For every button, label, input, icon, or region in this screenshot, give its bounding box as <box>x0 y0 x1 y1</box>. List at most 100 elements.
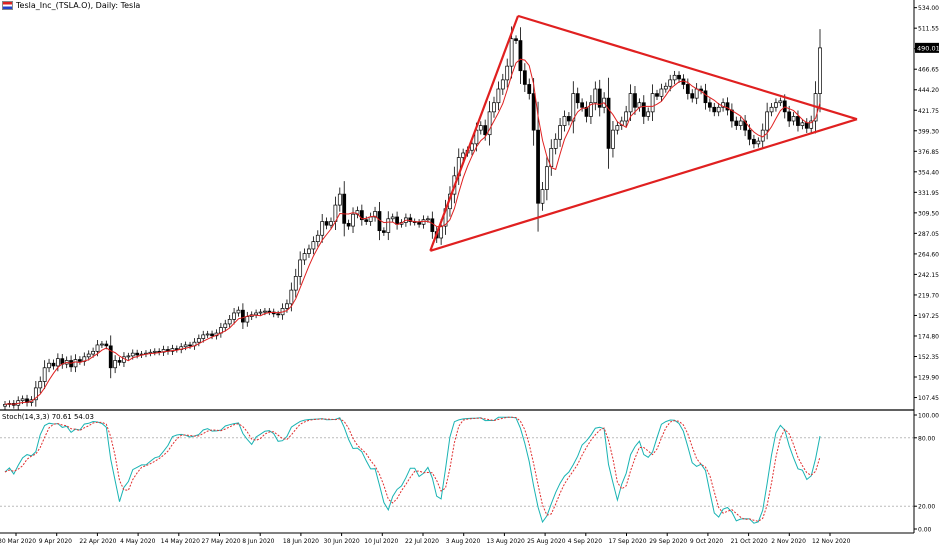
candle <box>329 217 333 230</box>
candle-body <box>311 241 316 250</box>
candle-body <box>263 310 267 313</box>
candle-body <box>42 367 47 382</box>
candle-body <box>196 338 201 343</box>
candle <box>408 213 413 226</box>
y-tick-label: 219.70 <box>918 292 939 299</box>
y-tick-label: 197.25 <box>918 313 939 320</box>
candle <box>606 77 611 169</box>
candle <box>47 358 51 373</box>
candle <box>677 71 681 83</box>
x-tick-label: 22 Apr 2020 <box>79 538 116 545</box>
candle-body <box>307 248 311 254</box>
candle-body <box>324 221 329 226</box>
candle <box>241 303 245 329</box>
candle <box>192 338 197 350</box>
candle <box>522 63 527 92</box>
candle-body <box>514 38 518 41</box>
candle-body <box>78 359 82 362</box>
candle <box>540 182 545 211</box>
x-tick-label: 14 May 2020 <box>161 538 200 545</box>
candle <box>183 341 188 351</box>
candle <box>527 78 532 100</box>
candle-body <box>540 189 545 204</box>
candle <box>730 103 734 128</box>
candle-body <box>606 97 611 149</box>
candle <box>650 84 655 121</box>
stoch-tick-label: 100.00 <box>918 413 939 420</box>
candle-body <box>100 343 104 346</box>
candle-body <box>663 85 668 90</box>
candle <box>575 87 580 109</box>
chart-header: Tesla_Inc_(TSLA.O), Daily: Tesla <box>2 1 140 10</box>
candle-body <box>668 79 673 87</box>
candle-body <box>769 106 774 113</box>
candle-body <box>509 38 514 67</box>
x-tick-label: 22 Jul 2020 <box>405 538 439 545</box>
candle-body <box>558 125 562 140</box>
candle <box>351 207 355 234</box>
y-tick-label: 129.90 <box>918 375 939 382</box>
candle-body <box>254 312 258 316</box>
candle <box>500 73 505 95</box>
candle-body <box>685 84 690 94</box>
candle-body <box>633 93 637 108</box>
candle <box>703 83 708 110</box>
candle-body <box>562 116 567 126</box>
candle-body <box>201 334 206 339</box>
candle <box>655 89 659 101</box>
candle <box>170 344 175 356</box>
candle-body <box>672 74 677 81</box>
usa-flag-icon <box>2 1 13 10</box>
candle <box>787 105 792 127</box>
y-tick-label: 354.40 <box>918 169 939 176</box>
candle <box>205 330 210 338</box>
candle <box>549 139 554 176</box>
candle <box>324 217 329 230</box>
y-tick-label: 242.15 <box>918 272 939 279</box>
candle <box>738 116 743 130</box>
candle-body <box>756 140 761 145</box>
candle <box>430 211 435 239</box>
candle <box>381 227 386 236</box>
candle <box>672 70 677 85</box>
candle-body <box>787 111 792 122</box>
y-tick-label: 376.85 <box>918 149 939 156</box>
candle-body <box>470 143 474 151</box>
y-tick-label: 107.45 <box>918 395 939 402</box>
candle <box>725 97 730 116</box>
triangle-lower-line <box>430 118 858 252</box>
candle <box>33 380 38 407</box>
candle <box>791 112 796 126</box>
current-price-label: 490.01 <box>917 44 940 52</box>
candle-body <box>55 358 60 367</box>
candle-body <box>712 106 717 113</box>
candle-body <box>241 309 245 323</box>
candle <box>390 213 395 223</box>
candle-body <box>522 70 527 85</box>
candle-body <box>359 210 364 221</box>
candle <box>659 83 664 102</box>
candle-body <box>584 106 589 117</box>
candle-body <box>346 223 351 227</box>
y-tick-label: 466.65 <box>918 67 939 74</box>
candle-body <box>611 129 615 149</box>
candle <box>804 118 809 133</box>
candle <box>298 251 303 285</box>
candle <box>646 107 651 121</box>
candle <box>796 110 800 132</box>
stoch-tick-label: 0.00 <box>918 527 932 534</box>
candle-body <box>593 88 598 104</box>
symmetrical-triangle <box>429 14 858 252</box>
candle-body <box>293 276 298 291</box>
candle <box>78 356 82 365</box>
candle-body <box>86 353 91 358</box>
candle-body <box>95 344 100 352</box>
candle-body <box>487 111 492 136</box>
candle <box>201 330 206 343</box>
candle <box>86 350 91 361</box>
candle <box>254 309 258 319</box>
candle-body <box>778 100 783 104</box>
candle <box>589 95 593 124</box>
candle <box>51 359 56 370</box>
